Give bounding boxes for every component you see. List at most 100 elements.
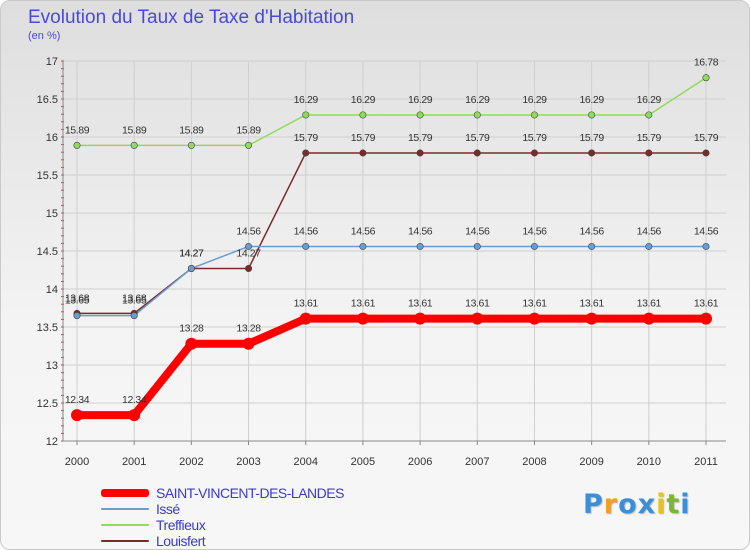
data-label: 13.61 [351,298,376,310]
data-point [242,337,255,350]
data-point [530,242,538,250]
logo-letter: P [583,489,604,520]
data-point [245,141,253,149]
axes: 12 12.5 13 13.5 14 14.5 15 15.5 16 16.5 17 2000 2001… [37,56,726,468]
data-point [702,74,710,82]
logo-letter: t [666,489,681,520]
x-tick-label: 2007 [465,456,489,468]
data-point [473,111,481,119]
grid-lines [63,60,726,442]
chart-title: Evolution du Taux de Taxe d'Habitation [28,7,355,28]
data-point [302,149,310,157]
x-tick-label: 2000 [65,456,89,468]
data-label: 15.79 [522,132,547,144]
data-label: 13.28 [236,323,261,335]
data-label: 14.56 [236,225,261,237]
data-point [588,149,596,157]
data-label: 13.61 [522,298,547,310]
y-tick-label: 17 [46,56,58,68]
data-point [588,111,596,119]
series-line [76,76,707,147]
logo-letter: i [680,489,691,520]
data-point [302,242,310,250]
data-point [245,264,253,272]
legend-swatch [101,489,149,497]
data-label: 13.28 [179,323,204,335]
data-point [645,242,653,250]
x-tick-label: 2005 [351,456,375,468]
data-point [130,141,138,149]
data-point [128,409,141,422]
legend-swatch [101,508,149,510]
legend-label: Louisfert [156,533,206,549]
data-label: 13.61 [294,298,319,310]
data-label: 13.61 [579,298,604,310]
x-tick-label: 2006 [408,456,432,468]
data-point [130,312,138,320]
data-point [414,312,427,325]
data-label: 15.79 [579,132,604,144]
data-label: 15.79 [294,132,319,144]
data-label: 15.79 [351,132,376,144]
data-point [473,242,481,250]
data-label: 13.65 [122,295,147,307]
y-tick-label: 13 [46,360,58,372]
logo-letter: r [603,489,619,520]
data-point [530,149,538,157]
data-label: 14.56 [465,225,490,237]
x-tick-label: 2008 [522,456,546,468]
data-label: 12.34 [65,394,90,406]
data-label: 16.29 [522,94,547,106]
data-label: 15.89 [236,124,261,136]
x-tick-label: 2004 [293,456,317,468]
data-label: 14.27 [179,247,204,259]
chart-subtitle: (en %) [28,30,61,42]
data-point [299,312,312,325]
logo-letter: i [656,489,667,520]
data-label: 15.79 [408,132,433,144]
data-label: 15.79 [694,132,719,144]
x-tick-label: 2001 [122,456,146,468]
x-tick-label: 2010 [637,456,661,468]
data-label: 14.56 [294,225,319,237]
data-label: 13.61 [465,298,490,310]
data-labels: 15.89 15.89 15.89 15.89 16.29 16.29 16.29 16.29… [65,57,719,406]
series-points [71,74,712,422]
data-label: 14.56 [579,225,604,237]
data-label: 16.29 [408,94,433,106]
y-tick-label: 12 [46,436,58,448]
data-point [702,149,710,157]
data-point [642,312,655,325]
y-tick-label: 16 [46,132,58,144]
data-label: 16.29 [579,94,604,106]
logo-letter: o [618,489,638,520]
data-label: 14.56 [522,225,547,237]
data-label: 16.29 [637,94,662,106]
data-point [73,312,81,320]
data-label: 13.68 [122,292,147,304]
data-label: 16.29 [351,94,376,106]
data-point [702,242,710,250]
data-point [473,149,481,157]
data-point [416,149,424,157]
data-label: 12.34 [122,394,147,406]
data-label: 15.89 [65,124,90,136]
data-point [245,242,253,250]
data-point [359,149,367,157]
data-point [416,111,424,119]
data-label: 14.27 [179,247,204,259]
data-point [416,242,424,250]
data-point [185,337,198,350]
data-point [645,111,653,119]
series-line [76,245,707,317]
data-point [187,141,195,149]
logo-letter: x [637,489,657,520]
y-tick-label: 14.5 [37,246,58,258]
data-point [359,242,367,250]
data-label: 14.56 [637,225,662,237]
data-label: 14.56 [408,225,433,237]
legend-label: Treffieux [156,517,206,533]
y-tick-label: 16.5 [37,94,58,106]
